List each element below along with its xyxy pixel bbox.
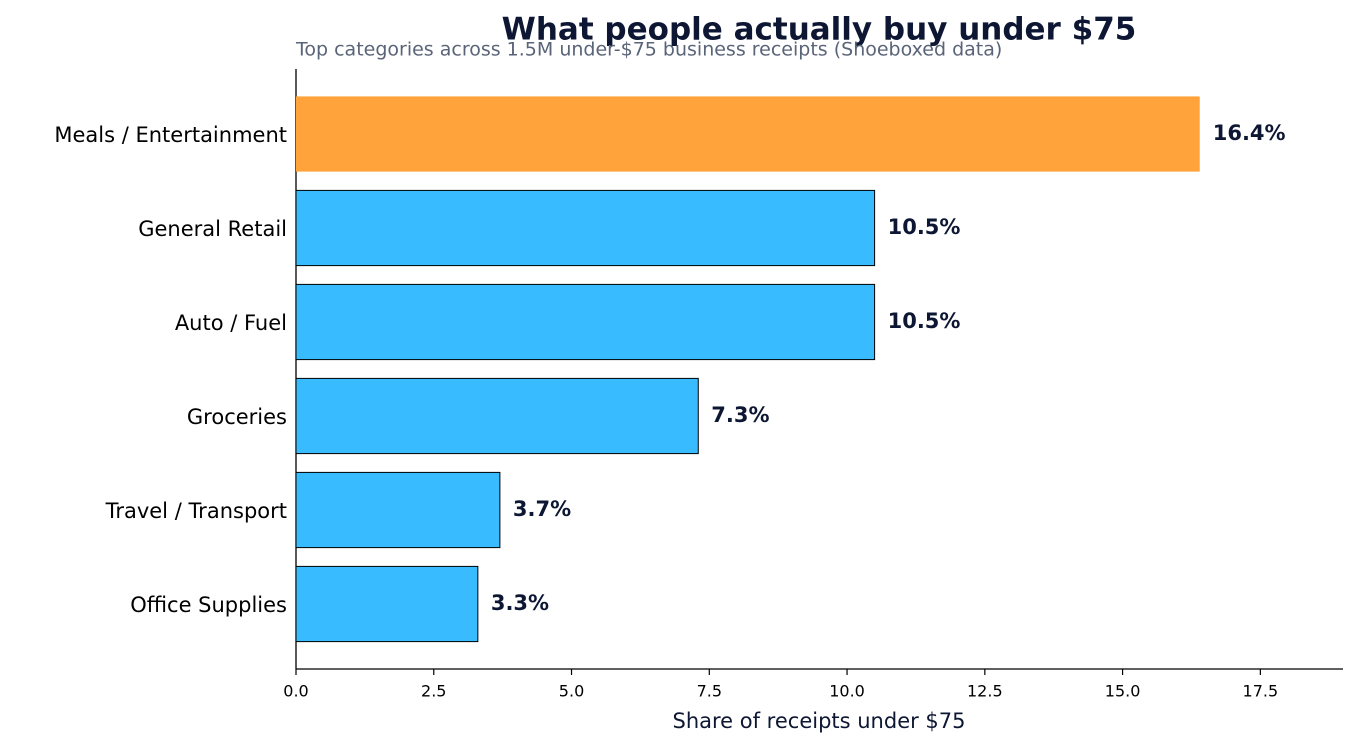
bar (295, 565, 479, 643)
y-tick-label: Groceries (187, 405, 287, 429)
x-tick-label: 12.5 (967, 682, 1003, 701)
y-tick-label: Travel / Transport (105, 499, 287, 523)
y-tick-label: Auto / Fuel (175, 311, 287, 335)
y-tick-label: Meals / Entertainment (54, 123, 287, 147)
bar (295, 283, 876, 361)
value-label: 7.3% (711, 403, 769, 427)
bar (295, 189, 876, 267)
value-label: 3.3% (491, 591, 549, 615)
chart-subtitle: Top categories across 1.5M under-$75 bus… (295, 39, 1002, 61)
bar (296, 96, 1200, 172)
y-tick-label: Office Supplies (130, 593, 287, 617)
chart-title: What people actually buy under $75 (502, 12, 1137, 48)
value-label: 3.7% (513, 497, 571, 521)
bar (295, 471, 501, 549)
y-tick-label: General Retail (138, 217, 287, 241)
x-axis-label: Share of receipts under $75 (672, 709, 965, 733)
value-label: 10.5% (888, 215, 961, 239)
x-tick-label: 0.0 (283, 682, 308, 701)
x-tick-label: 17.5 (1243, 682, 1279, 701)
x-tick-label: 10.0 (829, 682, 865, 701)
x-tick-label: 7.5 (697, 682, 722, 701)
x-tick-label: 15.0 (1105, 682, 1141, 701)
x-tick-label: 5.0 (559, 682, 584, 701)
bar (295, 377, 699, 455)
value-label: 16.4% (1213, 121, 1286, 145)
value-label: 10.5% (888, 309, 961, 333)
x-tick-label: 2.5 (421, 682, 446, 701)
